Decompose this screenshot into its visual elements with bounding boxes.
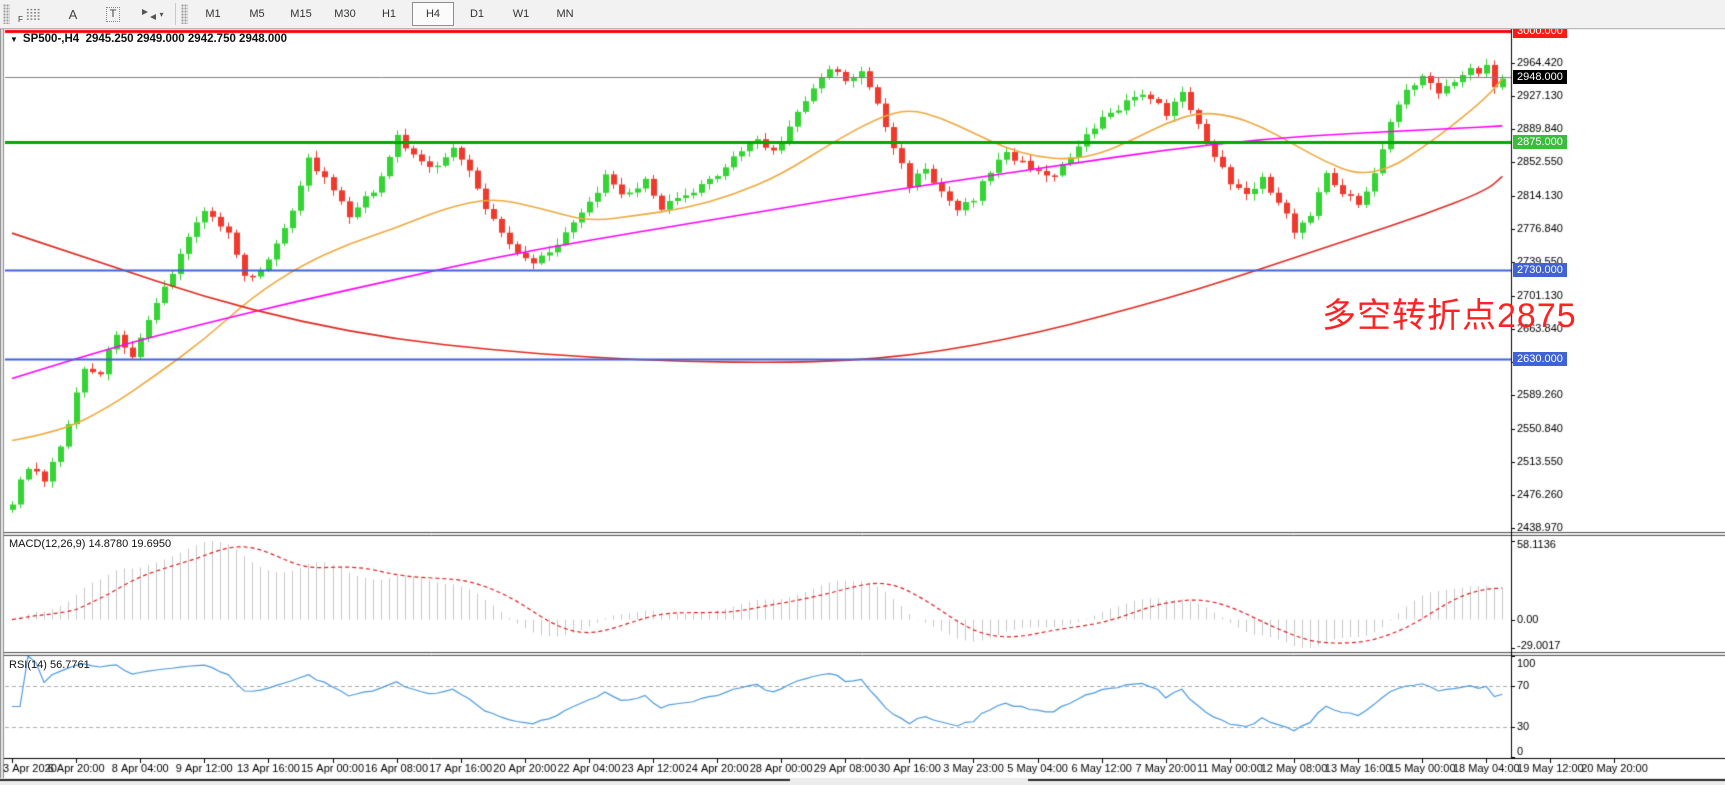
macd-name: MACD(12,26,9) xyxy=(9,538,86,550)
toolbar: F A T ▾ M1 M5 M15 M30 H1 H4 D1 W1 MN xyxy=(0,0,1725,29)
dropdown-caret-icon: ▾ xyxy=(159,9,164,19)
toolbar-tools: F A T ▾ xyxy=(13,2,173,26)
rsi-name: RSI(14) xyxy=(9,659,47,671)
timeframe-h1-button[interactable]: H1 xyxy=(381,8,397,20)
toolbar-separator xyxy=(175,3,176,25)
chart-dropdown-icon[interactable]: ▼ xyxy=(10,35,18,44)
price-badge-support-2730: 2730.000 xyxy=(1513,263,1567,277)
timeframe-m15-button[interactable]: M15 xyxy=(290,8,312,20)
price-badge-current-price: 2948.000 xyxy=(1513,70,1567,84)
chart-title[interactable]: ▼ SP500-,H4 2945.250 2949.000 2942.750 29… xyxy=(10,33,287,45)
timeframe-h4-button[interactable]: H4 xyxy=(412,2,454,26)
grid-icon xyxy=(25,7,41,21)
grid-f-label: F xyxy=(18,15,23,24)
timeframe-mn-button[interactable]: MN xyxy=(556,8,574,20)
timeframe-bar: M1 M5 M15 M30 H1 H4 D1 W1 MN xyxy=(191,2,587,26)
price-badge-pivot-2875: 2875.000 xyxy=(1513,135,1567,149)
diagonal-arrows-icon xyxy=(142,8,157,21)
chart-symbol: SP500-,H4 xyxy=(22,33,80,45)
text-box-tool-button[interactable]: T xyxy=(94,2,132,26)
toolbar-grip[interactable] xyxy=(3,4,10,24)
timeframe-w1-button[interactable]: W1 xyxy=(512,8,530,20)
macd-label: MACD(12,26,9) 14.8780 19.6950 xyxy=(9,538,171,550)
timeframe-d1-button[interactable]: D1 xyxy=(469,8,485,20)
text-a-icon: A xyxy=(68,6,78,22)
macd-values: 14.8780 19.6950 xyxy=(88,538,172,550)
text-t-icon: T xyxy=(105,6,121,22)
chart-grid-tool-button[interactable]: F xyxy=(14,2,52,26)
timeframe-m30-button[interactable]: M30 xyxy=(334,8,356,20)
timeframe-m5-button[interactable]: M5 xyxy=(249,8,265,20)
cursor-mode-tool-button[interactable]: ▾ xyxy=(134,2,172,26)
toolbar-grip-2[interactable] xyxy=(181,4,188,24)
annotation-text: 多空转折点2875 xyxy=(1322,297,1577,335)
rsi-label: RSI(14) 56.7761 xyxy=(9,659,90,671)
chart-ohlc: 2945.250 2949.000 2942.750 2948.000 xyxy=(85,33,288,45)
timeframe-m1-button[interactable]: M1 xyxy=(205,8,221,20)
text-label-tool-button[interactable]: A xyxy=(54,2,92,26)
price-badge-support-2630: 2630.000 xyxy=(1513,352,1567,366)
rsi-value: 56.7761 xyxy=(49,659,90,671)
